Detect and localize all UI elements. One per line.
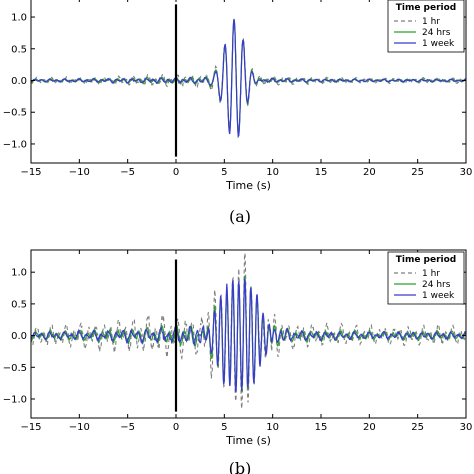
y-tick-label: 0.0	[11, 76, 27, 87]
panel-caption: (b)	[229, 459, 252, 474]
x-tick-label: −15	[20, 422, 41, 433]
legend-title: Time period	[396, 255, 457, 265]
legend-entry: 1 week	[422, 39, 455, 49]
x-tick-label: −5	[120, 167, 135, 178]
plot-area	[31, 18, 466, 139]
x-tick-label: 10	[266, 422, 279, 433]
x-tick-label: 5	[221, 422, 227, 433]
x-tick-label: 20	[363, 167, 376, 178]
legend-entry: 24 hrs	[422, 280, 451, 290]
legend-entry: 24 hrs	[422, 28, 451, 38]
y-tick-label: 0.5	[11, 44, 27, 55]
panel-caption: (a)	[229, 207, 251, 226]
x-tick-label: 15	[315, 167, 328, 178]
x-tick-label: 20	[363, 422, 376, 433]
y-tick-label: 0.5	[11, 299, 27, 310]
axes-frame	[30, 249, 467, 419]
x-tick-label: −5	[120, 422, 135, 433]
x-tick-label: 30	[460, 167, 473, 178]
x-tick-label: 0	[173, 167, 179, 178]
x-tick-label: 30	[460, 422, 473, 433]
plot-area	[31, 252, 466, 409]
y-tick-label: −0.5	[3, 363, 27, 374]
x-tick-label: −15	[20, 167, 41, 178]
x-tick-label: −10	[69, 167, 90, 178]
x-tick-label: −10	[69, 422, 90, 433]
series-line-1-hr	[31, 252, 466, 409]
x-tick-label: 10	[266, 167, 279, 178]
panel-a-chart: −15 −10 −5 0 5 10 15 20 25 30 −1.0 −0.5 0.0 0.5 1.0 Tim…	[3, 0, 473, 226]
y-tick-label: −0.5	[3, 108, 27, 119]
series-line-1-hr	[31, 23, 466, 135]
series-line-1-week	[31, 278, 466, 392]
legend-entry: 1 hr	[422, 269, 440, 279]
y-tick-label: 1.0	[11, 13, 27, 24]
x-tick-label: 25	[411, 167, 424, 178]
x-tick-label: 25	[411, 422, 424, 433]
x-tick-label: 5	[221, 167, 227, 178]
legend-entry: 1 hr	[422, 17, 440, 27]
x-tick-label: 0	[173, 422, 179, 433]
y-tick-label: 0.0	[11, 331, 27, 342]
x-axis-label: Time (s)	[225, 434, 271, 447]
y-tick-label: −1.0	[3, 139, 27, 150]
panel-b-chart: −15 −10 −5 0 5 10 15 20 25 30 −1.0 −0.5 0.0 0.5 1.0 Tim…	[3, 249, 473, 474]
y-tick-label: 1.0	[11, 268, 27, 279]
y-tick-label: −1.0	[3, 394, 27, 405]
series-line-1-week	[31, 18, 466, 139]
legend-title: Time period	[396, 3, 457, 13]
x-tick-label: 15	[315, 422, 328, 433]
legend-entry: 1 week	[422, 291, 455, 301]
x-axis-label: Time (s)	[225, 179, 271, 192]
